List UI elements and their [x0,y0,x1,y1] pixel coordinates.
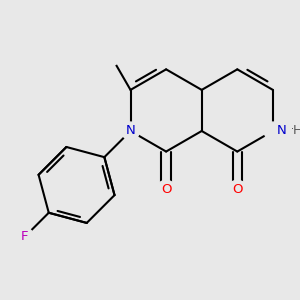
Text: N: N [126,124,135,137]
Text: O: O [232,183,243,196]
Text: N: N [277,124,287,137]
Circle shape [228,180,246,198]
Text: F: F [21,230,28,243]
Circle shape [264,122,282,140]
Circle shape [122,122,140,140]
Circle shape [18,230,32,244]
Circle shape [101,45,119,63]
Circle shape [98,43,122,66]
Text: ·: · [291,124,294,134]
Circle shape [273,118,300,144]
Text: O: O [161,183,171,196]
Circle shape [157,180,175,198]
Circle shape [16,228,34,246]
Text: H: H [293,124,300,137]
